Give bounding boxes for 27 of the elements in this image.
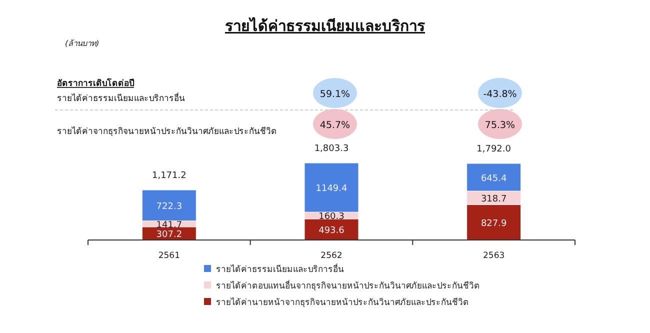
data-label: 827.9 — [480, 218, 507, 229]
legend-label: รายได้ค่าธรรมเนียมและบริการอื่น — [216, 263, 344, 275]
text: -43.8% — [483, 89, 517, 100]
data-label: 141.7 — [156, 220, 182, 230]
data-label: 645.4 — [480, 174, 507, 184]
data-label: 160.3 — [318, 212, 344, 222]
total-label: 1,803.3 — [314, 144, 349, 154]
text: อัตราการเติบโตต่อปี — [57, 78, 135, 89]
chart-title: รายได้ค่าธรรมเนียมและบริการ — [225, 16, 426, 35]
data-label: 493.6 — [318, 226, 345, 236]
data-label: 307.2 — [156, 230, 182, 240]
total-label: 1,792.0 — [476, 144, 512, 154]
text: รายได้ค่าจากธุรกิจนายหน้าประกันวินาศภัยและประกันชีวิต — [57, 126, 277, 137]
text: 59.1% — [320, 89, 350, 100]
data-label: 318.7 — [480, 194, 507, 204]
x-tick-label: 2561 — [158, 251, 180, 261]
text: (ล้านบาท) — [65, 39, 100, 48]
legend-label: รายได้ค่านายหน้าจากธุรกิจนายหน้าประกันวินาศภัยและประกันชีวิต — [216, 297, 469, 308]
x-tick-label: 2562 — [320, 251, 342, 261]
text: 45.7% — [320, 120, 350, 131]
data-label: 1149.4 — [316, 184, 348, 194]
text: รายได้ค่าธรรมเนียมและบริการอื่น — [57, 92, 185, 104]
total-label: 1,171.2 — [152, 170, 186, 181]
data-label: 722.3 — [156, 202, 182, 212]
text: 75.3% — [484, 120, 516, 131]
x-tick-label: 2563 — [483, 251, 505, 261]
legend-label: รายได้ค่าตอบแทนอื่นจากธุรกิจนายหน้าประกันวินาศภัยและประกันชีวิต — [216, 280, 480, 292]
